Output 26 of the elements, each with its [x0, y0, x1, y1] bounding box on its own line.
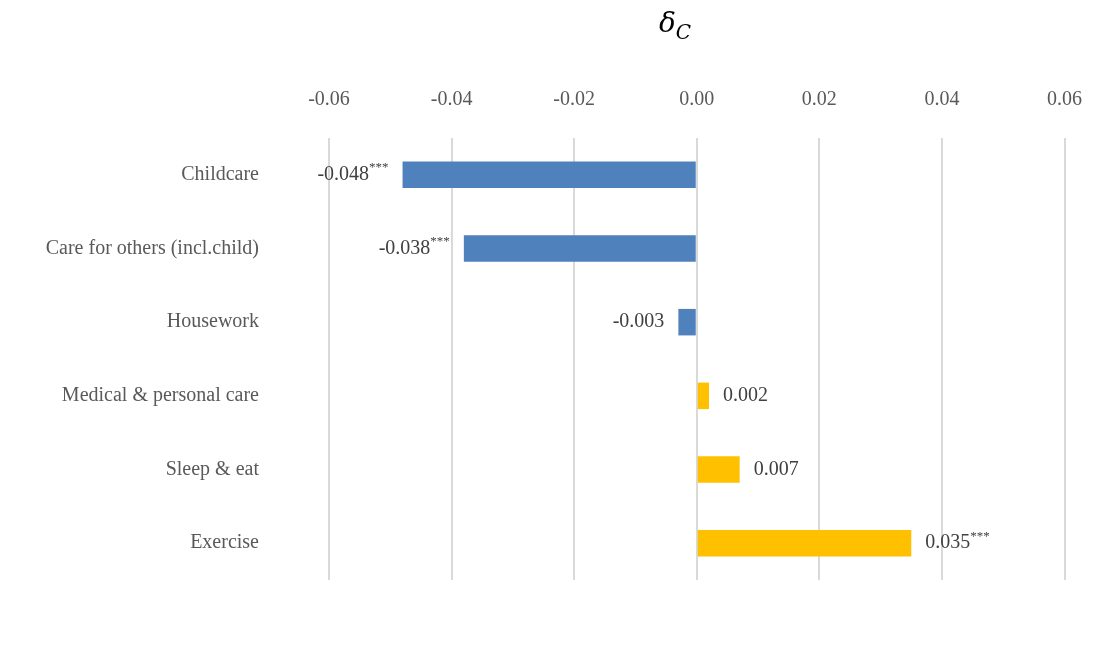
data-label: 0.007	[753, 456, 799, 479]
y-tick-label: Housework	[166, 309, 259, 332]
bar	[697, 529, 912, 557]
y-tick-label: Care for others (incl.child)	[45, 235, 259, 259]
chart-title: δ$_{C}$	[657, 6, 693, 44]
x-tick-label: -0.02	[553, 87, 595, 110]
data-label: 0.035***	[925, 527, 990, 553]
x-tick-label: -0.04	[430, 87, 473, 110]
bar	[463, 235, 696, 262]
data-label: -0.038***	[378, 232, 450, 258]
x-tick-label: 0.02	[801, 87, 837, 110]
bar	[402, 161, 696, 189]
x-tick-label: -0.06	[308, 87, 350, 110]
data-label: -0.003	[612, 309, 665, 332]
bar	[697, 382, 710, 410]
data-label: -0.048***	[317, 159, 389, 185]
x-tick-label: 0.00	[679, 87, 715, 110]
bar	[678, 308, 696, 336]
x-tick-label: 0.04	[924, 87, 960, 110]
x-tick-label: 0.06	[1047, 87, 1082, 110]
y-tick-label: Sleep & eat	[165, 456, 260, 480]
data-label: 0.002	[723, 383, 769, 406]
y-tick-label: Childcare	[181, 162, 260, 185]
y-tick-label: Medical & personal care	[61, 383, 260, 407]
y-tick-label: Exercise	[190, 530, 260, 553]
bar	[697, 456, 740, 483]
